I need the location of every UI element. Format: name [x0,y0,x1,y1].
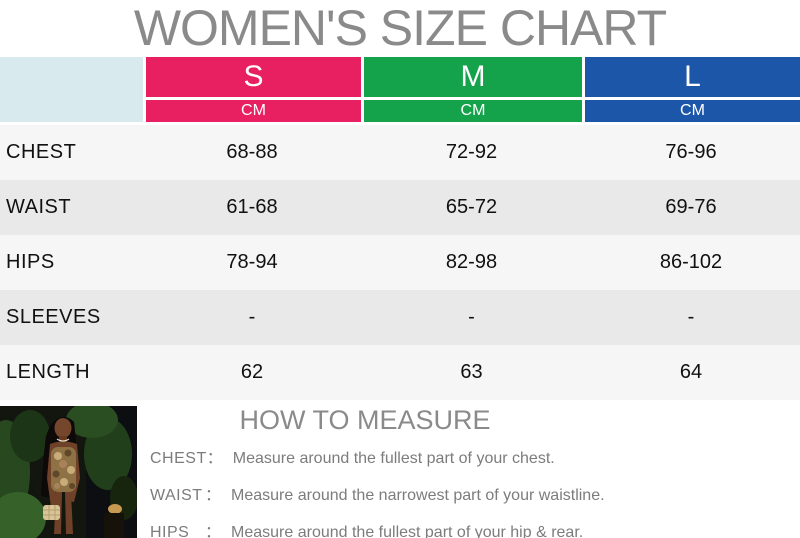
cell-value: 86-102 [659,251,723,273]
size-m-unit: CM [364,100,582,122]
instruction-waist: WAIST： Measure around the narrowest part … [150,481,605,505]
row-label: CHEST [6,141,77,163]
table-row-chest: CHEST 68-88 72-92 76-96 [0,125,800,180]
instruction-text: Measure around the fullest part of your … [232,450,555,467]
how-to-measure-heading: HOW TO MEASURE [239,405,491,435]
size-column-l: L CM [585,57,800,122]
size-column-s: S CM [146,57,361,122]
size-table-header: S CM M CM L CM [0,57,800,122]
table-row-hips: HIPS 78-94 82-98 86-102 [0,235,800,290]
corner-cell [0,57,143,122]
table-row-sleeves: SLEEVES - - - [0,290,800,345]
size-l-label: L [585,57,800,97]
cell-value: 65-72 [445,196,498,218]
cell-value: 69-76 [665,196,717,218]
instruction-chest: CHEST： Measure around the fullest part of… [150,444,555,468]
table-row-length: LENGTH 62 63 64 [0,345,800,400]
instruction-text: Measure around the narrowest part of you… [231,487,605,504]
how-to-measure-section: HOW TO MEASURE CHEST： Measure around the … [0,400,800,538]
instruction-colon: ： [205,524,222,538]
instruction-label: CHEST [150,450,207,467]
model-photo-image [0,406,137,538]
size-s-label: S [146,57,361,97]
page-title: WOMEN'S SIZE CHART [133,0,667,56]
cell-value: 82-98 [445,251,498,273]
instruction-text: Measure around the fullest part of your … [231,524,584,538]
cell-value: 62 [240,361,264,383]
cell-value: - [687,306,695,328]
cell-value: - [248,306,256,328]
cell-value: 61-68 [226,196,278,218]
size-table-body: CHEST 68-88 72-92 76-96 WAIST 61-68 65-7… [0,125,800,400]
size-l-unit: CM [585,100,800,122]
cell-value: 78-94 [226,251,278,273]
row-label: HIPS [6,251,55,273]
cell-value: - [468,306,475,328]
size-s-unit: CM [146,100,361,122]
table-row-waist: WAIST 61-68 65-72 69-76 [0,180,800,235]
cell-value: 64 [679,361,703,383]
instruction-colon: ： [206,450,223,467]
cell-value: 76-96 [665,141,717,163]
cell-value: 72-92 [445,141,498,163]
row-label: WAIST [6,196,72,218]
instruction-label: HIPS [150,524,190,538]
instruction-label: WAIST [150,487,203,504]
cell-value: 68-88 [226,141,278,163]
cell-value: 63 [460,361,483,383]
row-label: LENGTH [6,361,91,383]
instruction-colon: ： [205,487,222,504]
instruction-hips: HIPS ： Measure around the fullest part of … [150,518,583,538]
size-column-m: M CM [364,57,582,122]
row-label: SLEEVES [6,306,101,328]
size-m-label: M [364,57,582,97]
